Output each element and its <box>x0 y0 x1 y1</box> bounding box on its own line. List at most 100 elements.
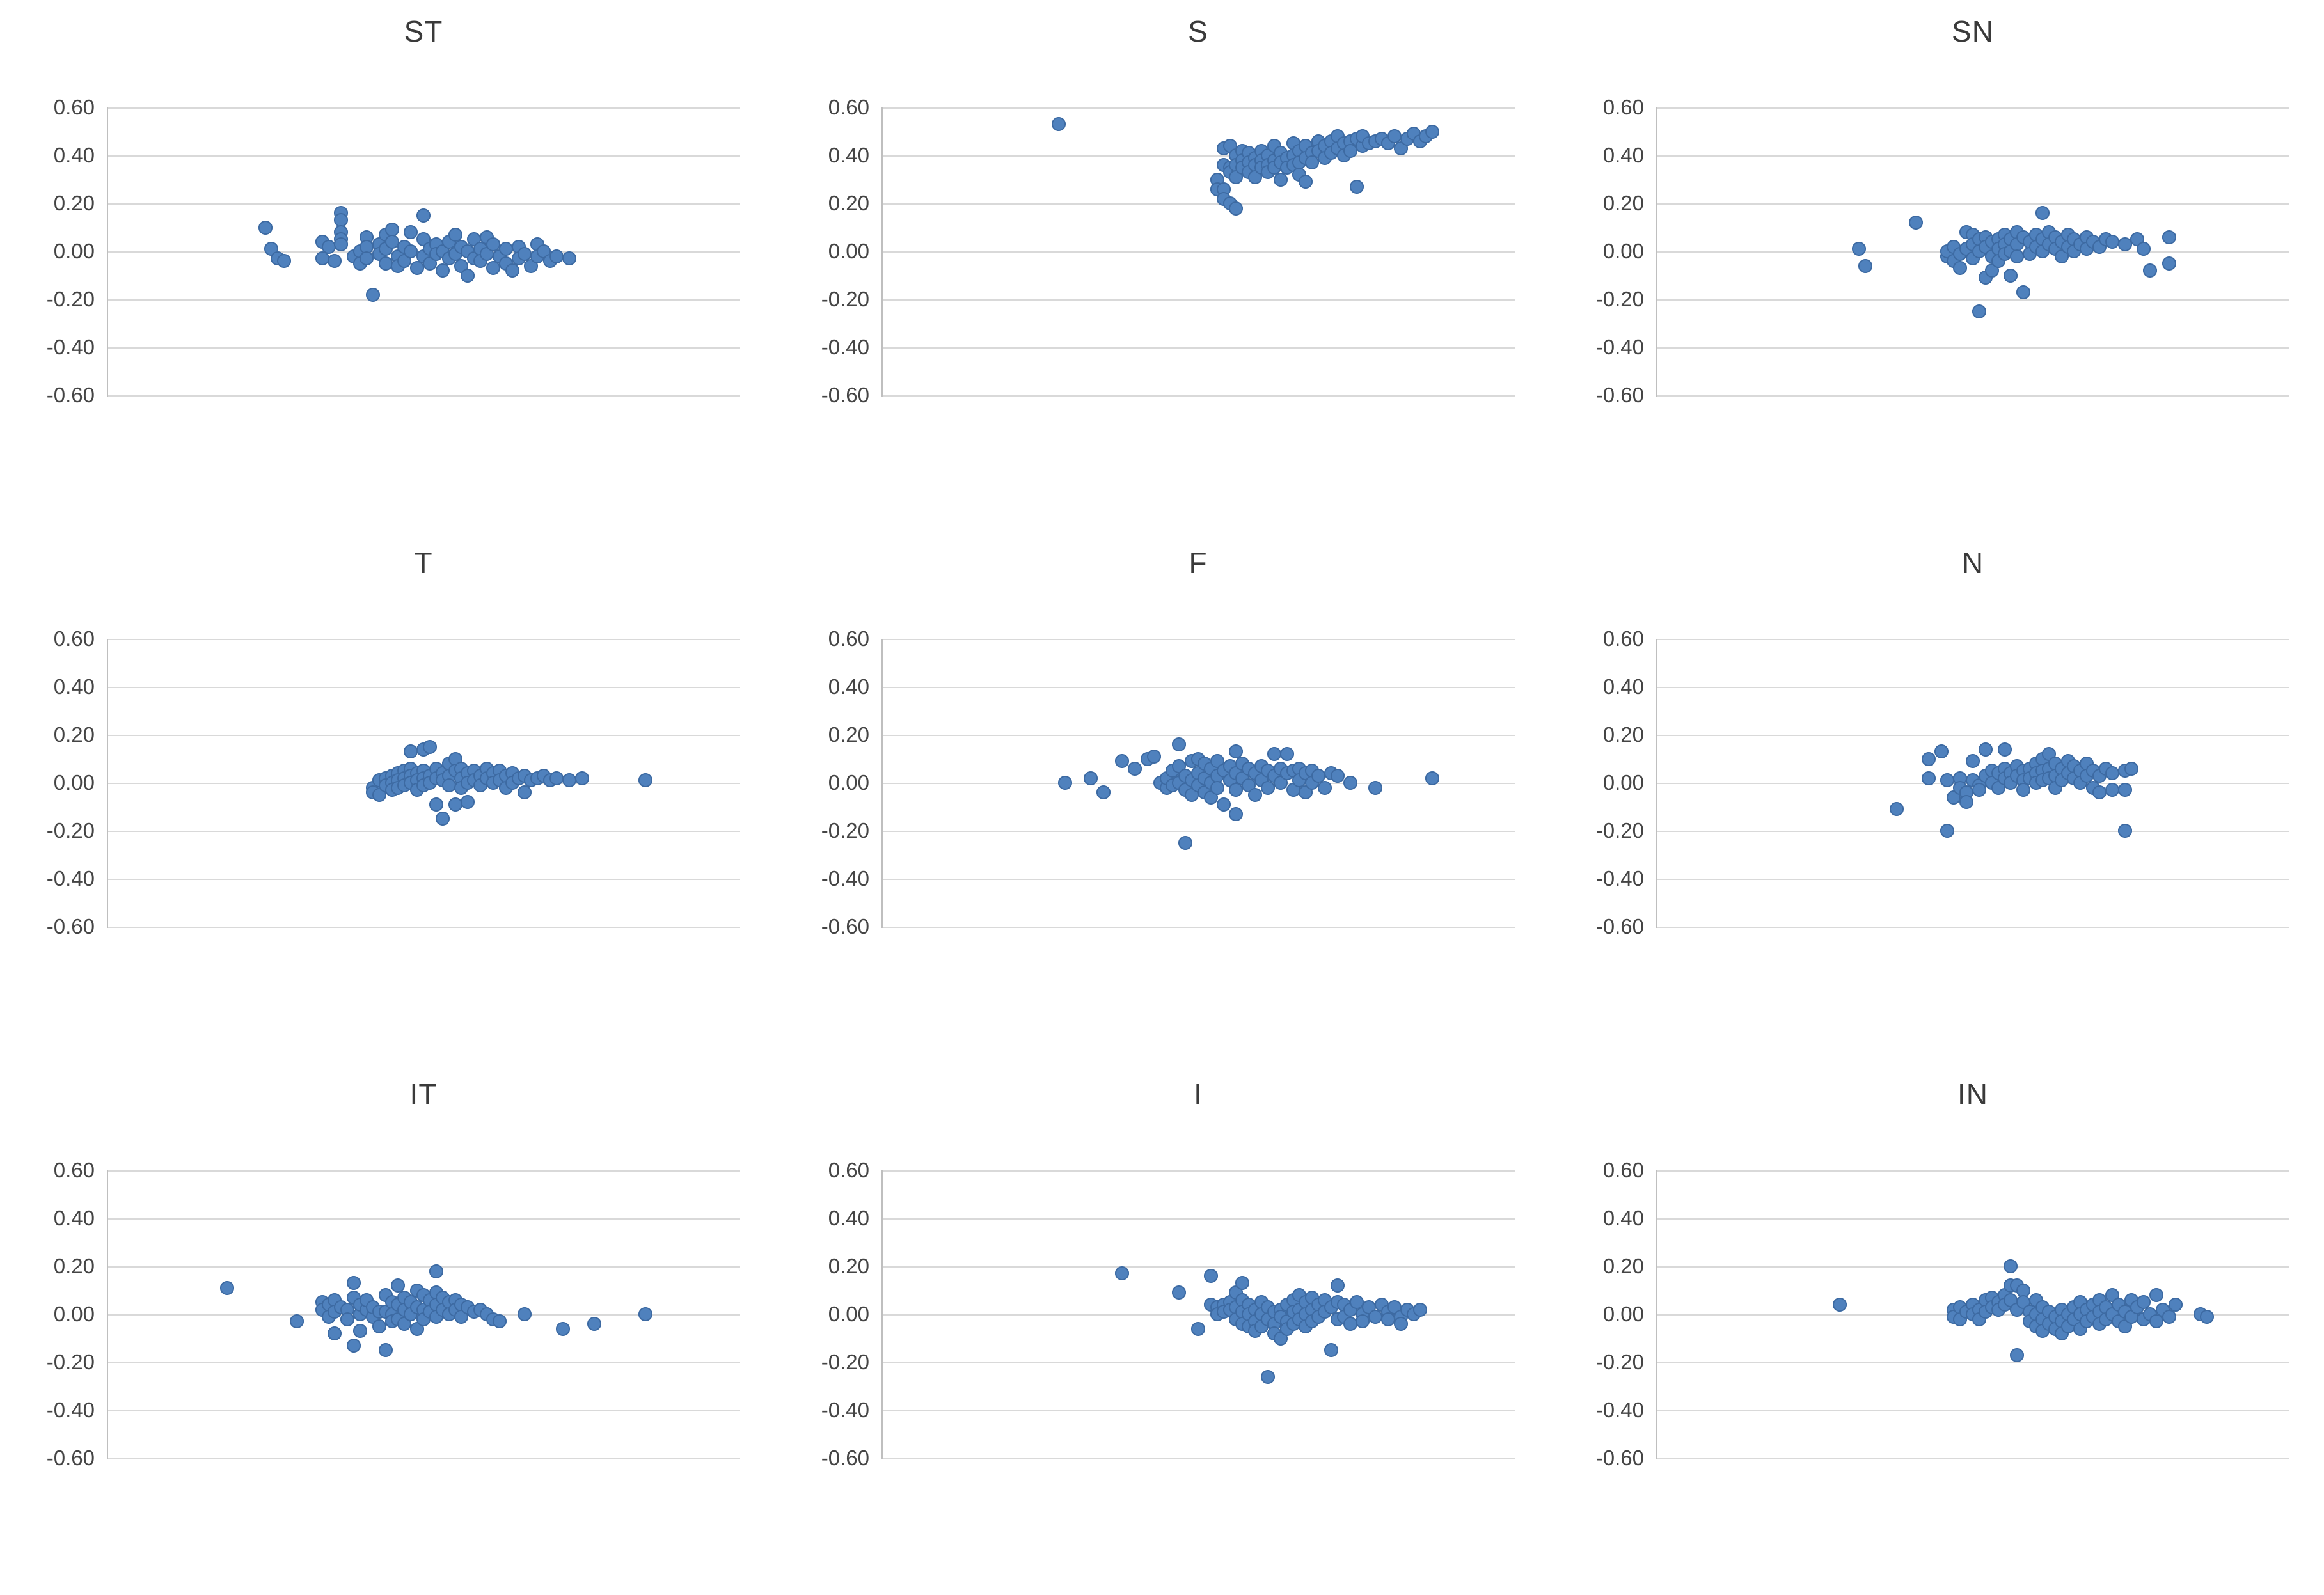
data-point <box>435 812 450 826</box>
data-point <box>410 261 425 276</box>
y-axis-line <box>107 107 108 397</box>
data-point <box>422 739 437 754</box>
data-point <box>461 795 475 809</box>
plot-area <box>881 107 1515 397</box>
y-axis-tick-label: 0.00 <box>828 771 869 794</box>
data-point <box>359 239 374 254</box>
y-axis-tick-label: -0.60 <box>46 1446 95 1470</box>
data-point <box>1260 1369 1275 1384</box>
y-axis-line <box>1656 639 1657 928</box>
data-point <box>1833 1298 1847 1312</box>
data-point <box>277 254 292 268</box>
data-point <box>1343 1317 1357 1331</box>
gridline <box>107 155 740 157</box>
y-axis-tick-label: 0.60 <box>53 95 95 119</box>
chart-title: N <box>1961 546 1984 579</box>
y-axis-tick-label: -0.60 <box>46 383 95 407</box>
gridline <box>107 879 740 880</box>
y-axis-tick-label: -0.20 <box>821 287 869 311</box>
data-point <box>1966 754 1980 769</box>
data-point <box>384 223 399 237</box>
y-axis-tick-label: -0.20 <box>821 819 869 842</box>
data-point <box>2117 237 2132 251</box>
y-axis-tick-label: 0.20 <box>53 1254 95 1278</box>
data-point <box>372 1319 386 1333</box>
chart-title: T <box>414 546 433 579</box>
data-point <box>2149 1314 2164 1329</box>
data-point <box>1387 129 1402 143</box>
gridline <box>1656 203 2289 205</box>
y-axis-tick-label: 0.60 <box>1602 1158 1644 1182</box>
gridline <box>1656 639 2289 640</box>
y-axis-tick-label: 0.00 <box>53 771 95 794</box>
gridline <box>1656 927 2289 928</box>
gridline <box>107 1170 740 1172</box>
y-axis-tick-label: 0.40 <box>1602 1206 1644 1230</box>
gridline <box>881 1362 1515 1363</box>
gridline <box>1656 735 2289 736</box>
data-point <box>1096 785 1111 799</box>
y-axis-line <box>1656 107 1657 397</box>
data-point <box>1216 797 1231 812</box>
data-point <box>1425 771 1440 785</box>
y-axis-line <box>881 107 883 397</box>
y-axis-tick-label: 0.40 <box>828 143 869 167</box>
data-point <box>1191 1321 1205 1336</box>
gridline <box>107 203 740 205</box>
y-axis-tick-label: 0.00 <box>53 1302 95 1326</box>
data-point <box>1311 768 1326 783</box>
y-axis-tick-label: -0.20 <box>1595 819 1644 842</box>
data-point <box>1940 773 1955 788</box>
chart-title: ST <box>404 15 443 48</box>
data-point <box>1972 304 1986 318</box>
data-point <box>2004 1259 2018 1273</box>
data-point <box>1267 747 1281 761</box>
gridline <box>1656 155 2289 157</box>
data-point <box>587 1317 602 1331</box>
data-point <box>290 1314 304 1329</box>
plot-area <box>1656 107 2289 397</box>
gridline <box>107 1218 740 1220</box>
data-point <box>486 261 500 276</box>
data-point <box>549 249 564 263</box>
gridline <box>1656 1218 2289 1220</box>
chart-title: IN <box>1957 1078 1988 1111</box>
data-point <box>2092 785 2107 799</box>
y-axis-tick-label: -0.20 <box>46 1350 95 1374</box>
data-point <box>2016 783 2031 798</box>
data-point <box>353 1324 367 1339</box>
gridline <box>107 639 740 640</box>
gridline <box>881 1314 1515 1316</box>
plot-area <box>1656 1170 2289 1459</box>
gridline <box>881 927 1515 928</box>
data-point <box>359 251 374 266</box>
data-point <box>365 287 380 302</box>
data-point <box>2162 230 2176 244</box>
data-point <box>518 785 532 799</box>
y-axis-tick-label: 0.20 <box>53 191 95 215</box>
y-axis-tick-label: 0.40 <box>53 143 95 167</box>
data-point <box>1356 1314 1370 1329</box>
gridline <box>881 395 1515 397</box>
y-axis-tick-label: -0.40 <box>1595 867 1644 890</box>
data-point <box>2016 285 2031 299</box>
y-axis-tick-label: 0.20 <box>828 1254 869 1278</box>
data-point <box>1921 771 1936 785</box>
data-point <box>1858 258 1872 273</box>
y-axis-tick-label: 0.20 <box>53 723 95 746</box>
data-point <box>448 227 462 242</box>
gridline <box>107 927 740 928</box>
y-axis-tick-label: -0.60 <box>821 383 869 407</box>
data-point <box>492 1314 507 1329</box>
data-point <box>1279 747 1294 761</box>
data-point <box>518 246 532 261</box>
data-point <box>1997 742 2012 757</box>
data-point <box>2162 256 2176 271</box>
data-point <box>404 244 418 258</box>
data-point <box>555 1321 570 1336</box>
y-axis-tick-label: -0.60 <box>821 915 869 938</box>
data-point <box>1412 1302 1427 1317</box>
data-point <box>347 1338 361 1353</box>
gridline <box>881 347 1515 349</box>
